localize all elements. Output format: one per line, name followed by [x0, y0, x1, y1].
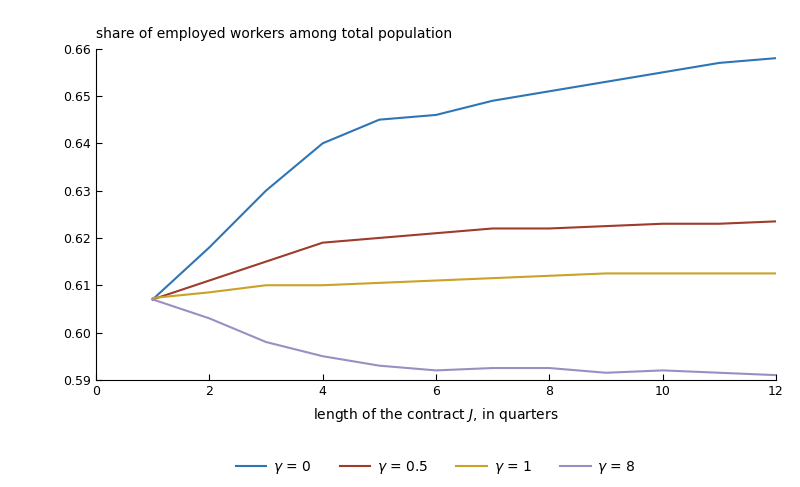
X-axis label: length of the contract $J$, in quarters: length of the contract $J$, in quarters: [313, 406, 559, 424]
Legend: $\gamma$ = 0, $\gamma$ = 0.5, $\gamma$ = 1, $\gamma$ = 8: $\gamma$ = 0, $\gamma$ = 0.5, $\gamma$ =…: [230, 453, 642, 481]
Text: share of employed workers among total population: share of employed workers among total po…: [96, 27, 452, 40]
